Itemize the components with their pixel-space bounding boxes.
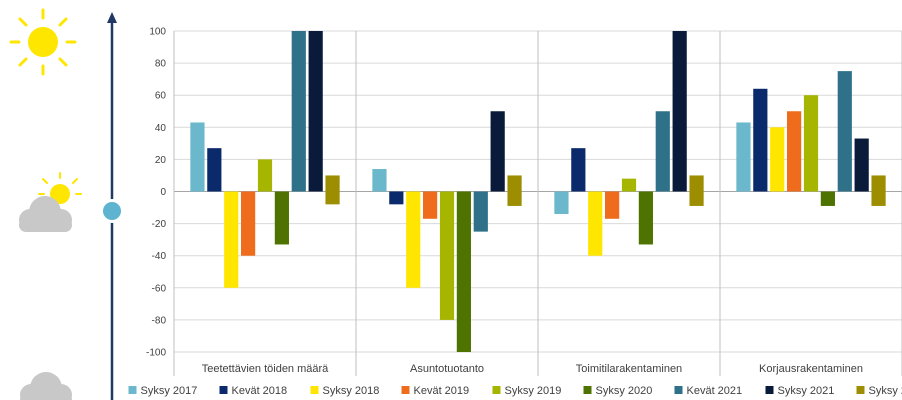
bar [621, 178, 637, 192]
legend-label: Syksy 2017 [141, 385, 198, 397]
bar [554, 191, 569, 214]
legend-label: Syksy 2020 [596, 385, 653, 397]
cloud-icon [20, 372, 72, 400]
bar [571, 148, 586, 192]
y-tick-label: 60 [155, 91, 167, 102]
legend-swatch [765, 386, 774, 394]
bar [406, 191, 421, 288]
bar [837, 71, 852, 192]
bar [787, 111, 802, 192]
bar [689, 175, 704, 192]
weather-indicator-panel [9, 8, 124, 400]
bar [473, 191, 488, 232]
bar [241, 191, 256, 256]
indicator-axis [100, 12, 124, 400]
x-category-label: Teetettävien töiden määrä [202, 363, 329, 375]
bar [770, 127, 785, 192]
x-category-label: Asuntotuotanto [410, 363, 484, 375]
bar [605, 191, 620, 219]
y-tick-label: -100 [146, 348, 166, 359]
bar [689, 191, 704, 206]
bar [753, 88, 768, 192]
y-tick-label: 20 [155, 155, 167, 166]
y-tick-label: -20 [152, 219, 167, 230]
bar [803, 95, 819, 192]
bar [291, 31, 306, 192]
y-tick-label: 80 [155, 59, 167, 70]
legend-swatch [674, 386, 683, 394]
y-tick-label: 40 [155, 123, 167, 134]
indicator-dot-marker [103, 202, 121, 220]
x-category-label: Korjausrakentaminen [759, 363, 863, 375]
bar [820, 191, 835, 206]
bar [372, 169, 387, 192]
y-tick-label: -60 [152, 283, 167, 294]
legend-swatch [128, 386, 137, 394]
y-tick-label: 0 [160, 187, 166, 198]
bar [207, 148, 222, 192]
legend-label: Syksy 2018 [323, 385, 380, 397]
legend-swatch [583, 386, 592, 394]
legend-swatch [492, 386, 501, 394]
legend-swatch [401, 386, 410, 394]
indicator-arrow-up-icon [107, 12, 117, 23]
legend-label: Kevät 2018 [232, 385, 288, 397]
x-category-label: Toimitilarakentaminen [576, 363, 682, 375]
bar [274, 191, 289, 245]
legend-swatch [310, 386, 319, 394]
bar [638, 191, 653, 245]
bar [854, 138, 869, 192]
bar [588, 191, 603, 256]
bar [456, 191, 471, 352]
bar [507, 175, 522, 192]
y-tick-label: -40 [152, 251, 167, 262]
bar [423, 191, 438, 219]
y-tick-label: -80 [152, 315, 167, 326]
legend-swatch [219, 386, 228, 394]
y-tick-label: 100 [149, 27, 166, 38]
bar [736, 122, 751, 192]
bar [389, 191, 404, 205]
bar [871, 191, 886, 206]
bar [655, 111, 670, 192]
bar [439, 191, 455, 320]
legend-swatch [856, 386, 865, 394]
bar [325, 175, 340, 192]
bar [190, 122, 205, 192]
sun-icon [9, 8, 77, 76]
bar [224, 191, 239, 288]
legend-label: Syksy 2019 [505, 385, 562, 397]
bar [490, 111, 505, 192]
partly-cloudy-icon [19, 172, 82, 232]
bar [871, 175, 886, 192]
bar [257, 159, 273, 192]
bar [507, 191, 522, 206]
legend-label: Kevät 2019 [414, 385, 470, 397]
bar [308, 31, 323, 192]
legend-label: Syksy 2021 [778, 385, 835, 397]
legend-label: Kevät 2021 [687, 385, 743, 397]
bar [672, 31, 687, 192]
legend-label: Syksy 2022 [869, 385, 902, 397]
bar [325, 191, 340, 205]
